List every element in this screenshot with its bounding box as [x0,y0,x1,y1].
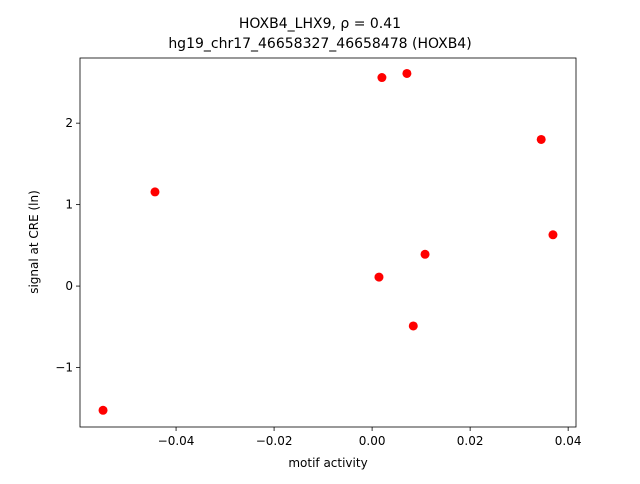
point [150,187,160,197]
x-tick-label: 0.00 [359,434,386,448]
x-tick-label: −0.02 [256,434,293,448]
point [536,134,546,144]
chart-title: HOXB4_LHX9, ρ = 0.41 [239,16,401,32]
point [374,272,384,282]
y-tick-label: 1 [65,198,73,212]
point [98,405,108,415]
point [377,73,387,83]
point [408,321,418,331]
plot-frame [79,57,577,428]
x-tick-label: 0.04 [555,434,582,448]
chart-subtitle: hg19_chr17_46658327_46658478 (HOXB4) [168,36,471,52]
point [402,68,412,78]
y-tick-label: 2 [65,116,73,130]
point [420,249,430,259]
y-axis-label: signal at CRE (ln) [27,190,41,294]
y-tick-label: 0 [65,279,73,293]
y-tick-label: −1 [55,361,73,375]
point [548,230,558,240]
x-axis-label: motif activity [288,456,367,470]
x-tick-label: −0.04 [158,434,195,448]
x-tick-label: 0.02 [457,434,484,448]
